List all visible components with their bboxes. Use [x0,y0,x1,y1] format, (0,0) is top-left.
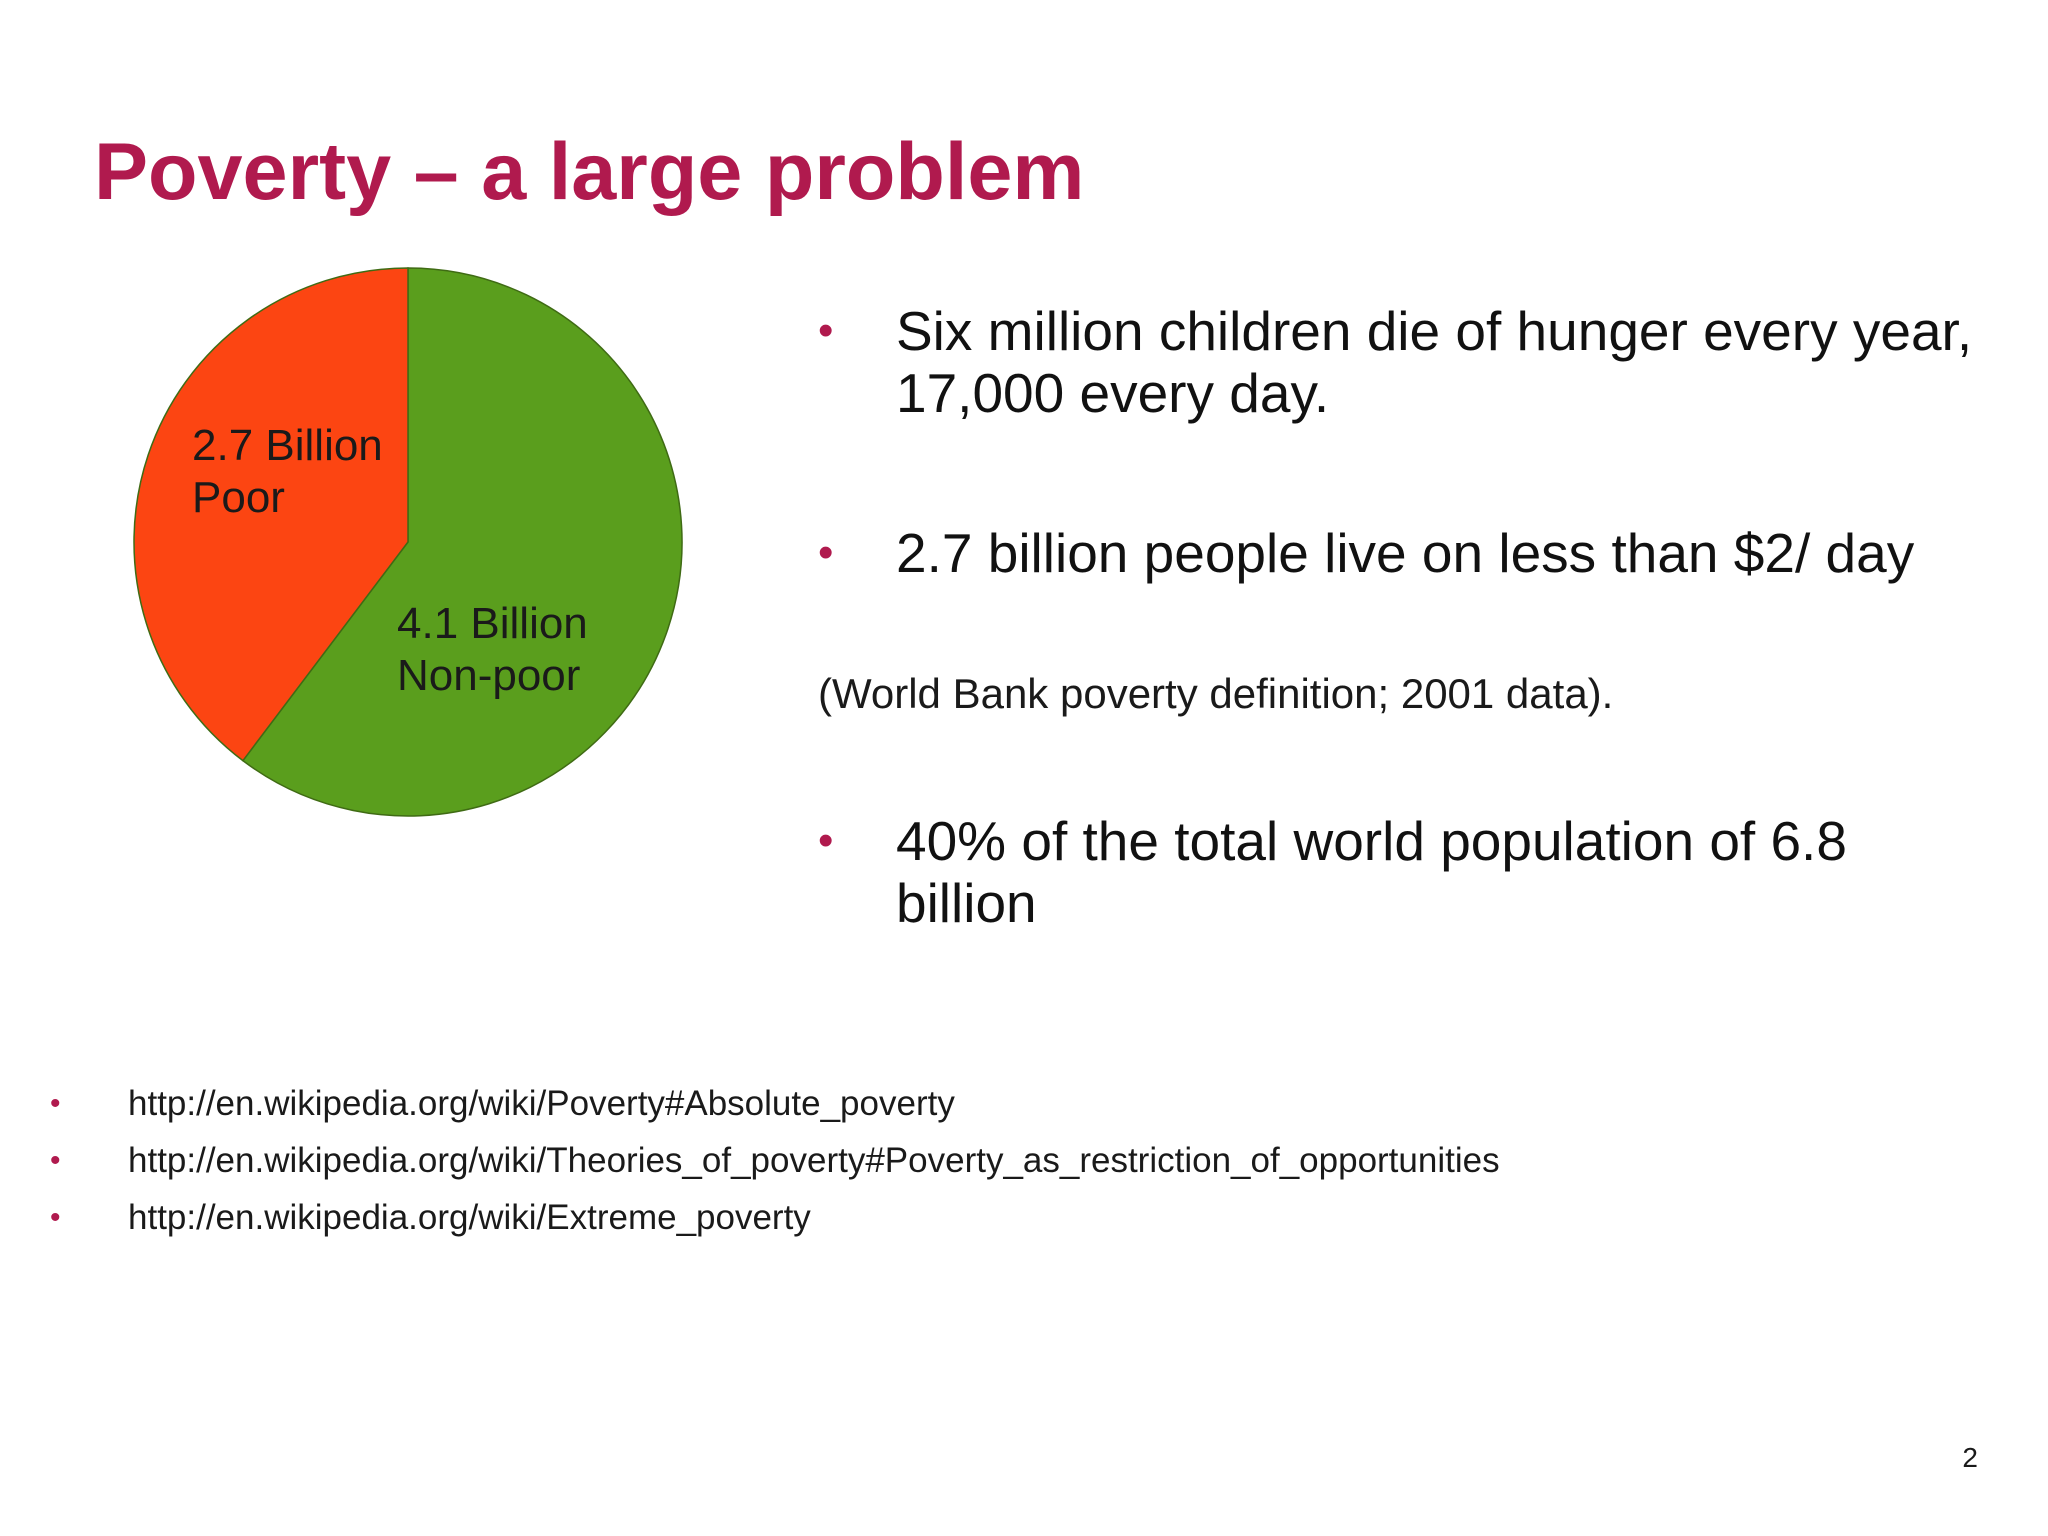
pie-label-nonpoor-value: 4.1 Billion [397,599,588,648]
reference-link[interactable]: http://en.wikipedia.org/wiki/Poverty#Abs… [128,1084,955,1123]
page-number: 2 [1962,1442,1978,1473]
pie-chart: 2.7 Billion Poor 4.1 Billion Non-poor [133,267,683,817]
bullet-icon: • [818,816,834,865]
bullet-icon: • [50,1087,61,1120]
source-note: (World Bank poverty definition; 2001 dat… [818,670,1614,717]
pie-label-poor-value: 2.7 Billion [192,421,383,470]
bullet-icon: • [818,528,834,577]
pie-slice-poor [133,267,409,762]
pie-label-poor-name: Poor [192,473,285,522]
bullet-text: Six million children die of hunger every… [896,300,1973,424]
bullet-icon: • [818,306,834,355]
reference-link[interactable]: http://en.wikipedia.org/wiki/Extreme_pov… [128,1198,811,1237]
slide-title: Poverty – a large problem [94,127,1085,217]
bullet-text: 40% of the total world population of 6.8… [896,810,1847,934]
bullet-icon: • [50,1144,61,1177]
bullet-text: 2.7 billion people live on less than $2/… [896,522,1915,584]
pie-label-nonpoor-name: Non-poor [397,651,580,700]
reference-link[interactable]: http://en.wikipedia.org/wiki/Theories_of… [128,1141,1500,1180]
pie-slice-non-poor [241,267,683,817]
bullet-icon: • [50,1201,61,1234]
